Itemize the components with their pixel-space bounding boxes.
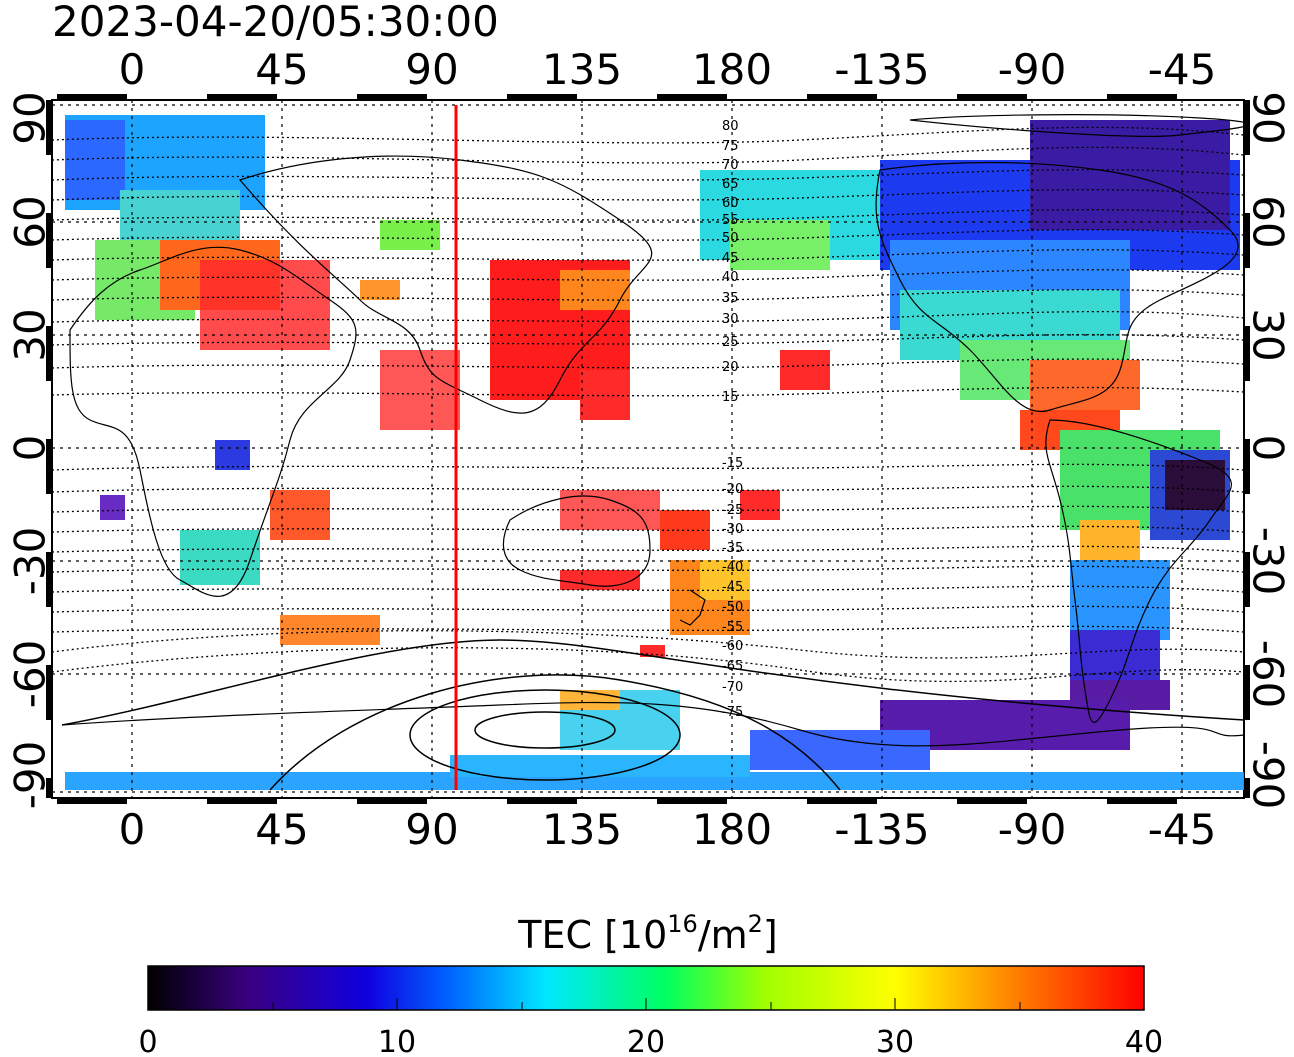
contour-label: 55 (722, 213, 739, 228)
lon-tick-label: -90 (998, 805, 1067, 854)
lat-tick-label: 30 (6, 308, 55, 361)
lon-tick-label: 180 (692, 805, 772, 854)
contour-label: 50 (722, 231, 739, 246)
colorbar-tick-labels: 0 10 20 30 40 (138, 1025, 1163, 1057)
lon-tick-label: -45 (1148, 805, 1217, 854)
contour-label: -55 (722, 620, 743, 635)
contour-label: 65 (722, 177, 739, 192)
lon-tick-label: 45 (255, 805, 308, 854)
contour-labels-north: 80 75 70 65 60 55 50 45 40 35 30 25 20 1… (722, 119, 739, 405)
lon-tick-label: 135 (542, 805, 622, 854)
lat-tick-label: 60 (6, 195, 55, 248)
colorbar-tick-label: 20 (627, 1025, 665, 1057)
contour-label: -65 (722, 659, 743, 674)
contour-label: -75 (722, 705, 743, 720)
contour-label: 25 (722, 335, 739, 350)
lon-tick-label: 90 (405, 805, 458, 854)
contour-label: -70 (722, 680, 743, 695)
colorbar-tick-label: 0 (138, 1025, 157, 1057)
contour-label: -50 (722, 600, 743, 615)
lon-tick-label: 90 (405, 45, 458, 94)
contour-label: -30 (722, 522, 743, 537)
lon-tick-label: -135 (834, 45, 929, 94)
frame-ticks (46, 94, 1250, 804)
left-lat-ticks: 90 60 30 0 -30 -60 -90 (6, 91, 55, 809)
lon-tick-label: 135 (542, 45, 622, 94)
lon-tick-label: -45 (1148, 45, 1217, 94)
contour-label: 45 (722, 251, 739, 266)
lat-tick-label: -60 (6, 640, 55, 709)
lat-tick-label: -30 (1243, 527, 1292, 596)
lat-tick-label: -90 (1243, 741, 1292, 810)
contour-label: -60 (722, 639, 743, 654)
contour-label: 40 (722, 270, 739, 285)
contour-label: 80 (722, 119, 739, 134)
colorbar-tick-label: 30 (876, 1025, 914, 1057)
contour-label: -40 (722, 560, 743, 575)
contour-labels-south: -15 -20 -25 -30 -35 -40 -45 -50 -55 -60 … (722, 456, 743, 720)
contour-label: 30 (722, 312, 739, 327)
lat-tick-label: 60 (1243, 195, 1292, 248)
contour-label: -15 (722, 456, 743, 471)
tec-data-patches (65, 115, 1244, 790)
colorbar-title: TEC [1016/m2] (517, 910, 778, 957)
contour-label: 75 (722, 139, 739, 154)
contour-label: -45 (722, 580, 743, 595)
map-content (52, 100, 1244, 798)
lat-tick-label: 90 (6, 91, 55, 144)
south-pole-contours (61, 639, 1244, 791)
colorbar-tick-label: 10 (378, 1025, 416, 1057)
lon-tick-label: -90 (998, 45, 1067, 94)
bottom-lon-ticks: 0 45 90 135 180 -135 -90 -45 (119, 805, 1217, 854)
lat-tick-label: 0 (6, 435, 55, 462)
lat-tick-label: 0 (1243, 435, 1292, 462)
contour-label: -35 (722, 541, 743, 556)
contour-label: -25 (722, 503, 743, 518)
coastlines (61, 114, 1244, 747)
contour-label: 15 (722, 390, 739, 405)
contour-label: 35 (722, 291, 739, 306)
colorbar-tick-label: 40 (1125, 1025, 1163, 1057)
lon-tick-label: 0 (119, 805, 146, 854)
contour-label: 70 (722, 158, 739, 173)
lat-tick-label: 30 (1243, 308, 1292, 361)
graticule (52, 100, 1244, 798)
lat-tick-label: 90 (1243, 91, 1292, 144)
contour-label: -20 (722, 482, 743, 497)
lon-tick-label: 45 (255, 45, 308, 94)
lon-tick-label: -135 (834, 805, 929, 854)
lat-tick-label: -60 (1243, 640, 1292, 709)
top-lon-ticks: 0 45 90 135 180 -135 -90 -45 (119, 45, 1217, 94)
timestamp-title: 2023-04-20/05:30:00 (52, 0, 499, 46)
lon-tick-label: 0 (119, 45, 146, 94)
lat-tick-label: -30 (6, 527, 55, 596)
colorbar-minor-ticks (272, 998, 1021, 1010)
right-lat-ticks: 90 60 30 0 -30 -60 -90 (1243, 91, 1292, 809)
lat-tick-label: -90 (6, 741, 55, 810)
contour-label: 20 (722, 360, 739, 375)
lon-tick-label: 180 (692, 45, 772, 94)
contour-label: 60 (722, 196, 739, 211)
